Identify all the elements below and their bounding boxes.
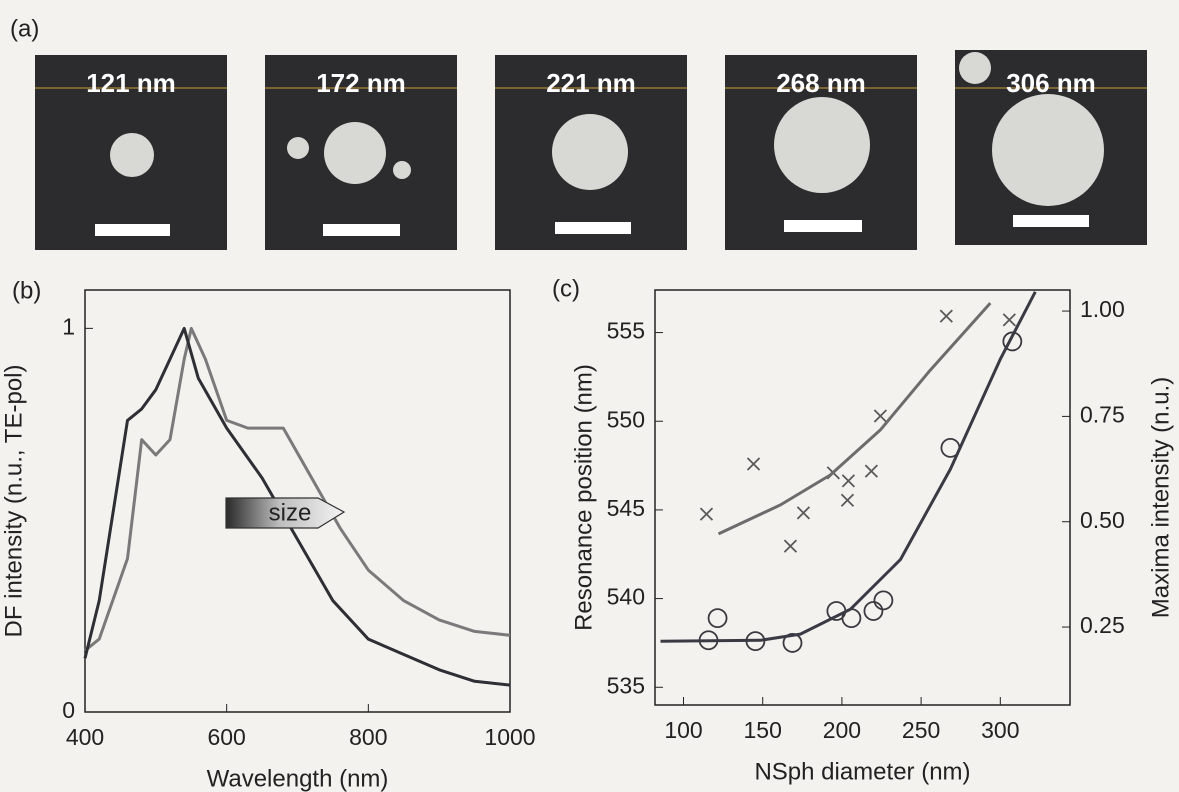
data-point: [863, 601, 884, 621]
y2-tick-label: 1.00: [1080, 296, 1125, 322]
image-label: 121 nm: [86, 68, 176, 98]
y2-axis-label: Maxima intensity (n.u.): [1147, 377, 1174, 618]
scale-bar: [555, 222, 631, 234]
particle: [287, 137, 309, 159]
series-line: [84, 326, 511, 652]
y2-tick-label: 0.25: [1080, 612, 1125, 638]
y-axis-label: DF intensity (n.u., TE-pol): [0, 365, 27, 638]
image-label: 221 nm: [546, 68, 636, 98]
panel-label: (a): [10, 15, 39, 42]
image-row: 121 nm 172 nm 221 nm 268 nm 306 nm: [35, 50, 1147, 250]
x-tick-label: 150: [744, 717, 782, 743]
x-tick-label: 200: [823, 717, 861, 743]
y-tick-label: 540: [607, 584, 645, 610]
series-line: [660, 291, 1037, 643]
plot-frame: [84, 289, 511, 713]
image-label: 268 nm: [776, 68, 866, 98]
particle: [110, 133, 154, 177]
y-tick-label: 535: [607, 672, 645, 698]
particle: [324, 122, 386, 184]
x-tick-label: 250: [902, 717, 940, 743]
y-tick-label: 550: [607, 406, 645, 432]
scale-bar: [1013, 215, 1089, 227]
x-tick-label: 100: [664, 717, 702, 743]
plot-frame: [654, 289, 1071, 706]
particle: [552, 114, 628, 190]
y-tick-label: 1: [62, 313, 75, 339]
x-tick-label: 300: [981, 717, 1019, 743]
x-tick-label: 600: [207, 724, 245, 750]
scale-bar: [323, 224, 400, 236]
data-point: [1002, 313, 1016, 327]
y-tick-label: 0: [62, 697, 75, 723]
data-point: [939, 309, 953, 323]
x-axis-label: Wavelength (nm): [207, 765, 389, 792]
image-label: 172 nm: [316, 68, 406, 98]
data-point: [796, 506, 811, 520]
scale-bar: [784, 220, 862, 232]
y-tick-label: 555: [607, 318, 645, 344]
data-point: [707, 608, 728, 628]
panel-label: (b): [12, 277, 41, 304]
image-label: 306 nm: [1006, 68, 1096, 98]
data-point: [840, 493, 855, 507]
data-point: [699, 507, 714, 521]
y2-tick-label: 0.75: [1080, 401, 1125, 427]
series-line: [717, 302, 992, 536]
particle: [959, 52, 991, 84]
annotation: size: [269, 499, 312, 526]
data-point: [746, 457, 761, 471]
particle: [774, 97, 870, 193]
series-line: [83, 326, 511, 687]
y2-tick-label: 0.50: [1080, 507, 1125, 533]
panel-label: (c): [552, 275, 580, 302]
scale-bar: [95, 224, 170, 236]
y-tick-label: 545: [607, 495, 645, 521]
x-tick-label: 400: [66, 724, 104, 750]
particle: [992, 94, 1104, 206]
size-arrow: [225, 497, 346, 529]
data-point: [783, 539, 798, 553]
data-point: [841, 474, 856, 488]
x-axis-label: NSph diameter (nm): [754, 758, 970, 785]
y-axis-label: Resonance position (nm): [570, 364, 597, 631]
data-point: [873, 590, 894, 611]
data-point: [873, 409, 888, 423]
data-point: [864, 464, 879, 478]
x-tick-label: 1000: [484, 724, 535, 750]
data-point: [1002, 331, 1023, 352]
x-tick-label: 800: [349, 724, 387, 750]
particle: [393, 161, 411, 179]
